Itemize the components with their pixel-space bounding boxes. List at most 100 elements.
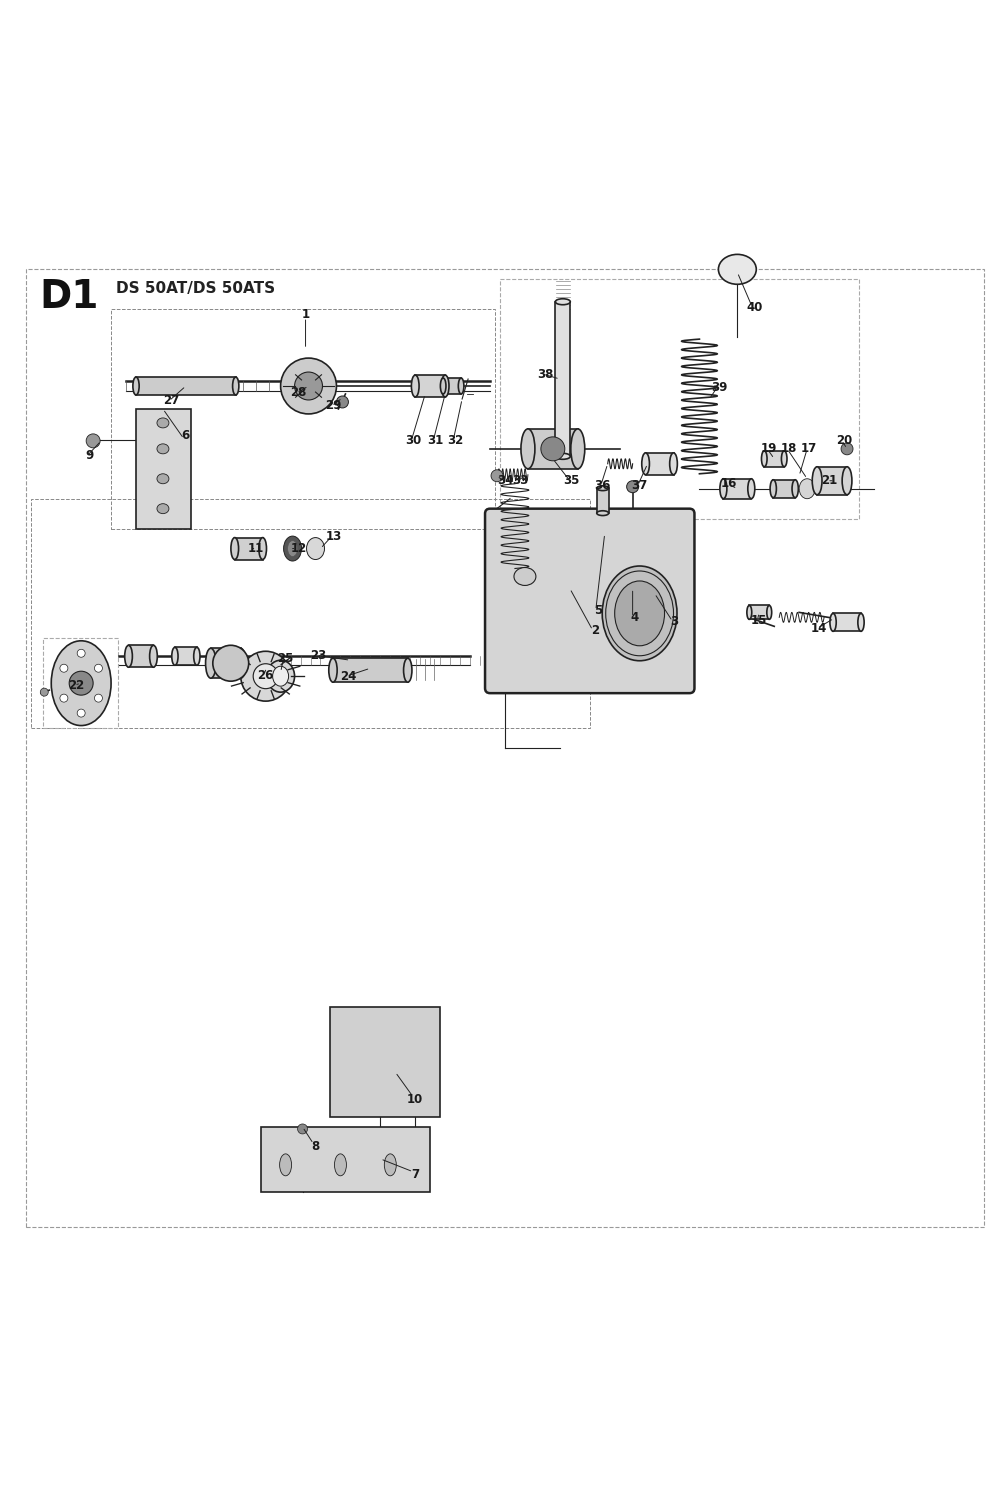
- Ellipse shape: [284, 536, 302, 561]
- Bar: [764, 450, 784, 467]
- Ellipse shape: [157, 504, 169, 513]
- Text: 13: 13: [325, 530, 342, 543]
- Circle shape: [627, 480, 639, 492]
- Ellipse shape: [206, 648, 216, 678]
- Text: 21: 21: [821, 474, 837, 488]
- Text: 3: 3: [670, 615, 679, 628]
- Bar: [175, 648, 197, 666]
- Ellipse shape: [858, 613, 864, 631]
- Text: 10: 10: [407, 1092, 423, 1106]
- Text: 7: 7: [411, 1168, 419, 1182]
- Text: 16: 16: [721, 477, 738, 491]
- Text: 32: 32: [447, 434, 463, 447]
- Ellipse shape: [384, 1153, 396, 1176]
- Circle shape: [77, 709, 85, 717]
- Text: 26: 26: [257, 669, 274, 682]
- Text: 8: 8: [311, 1140, 320, 1153]
- Ellipse shape: [267, 660, 295, 693]
- Bar: [129, 645, 153, 667]
- Ellipse shape: [307, 537, 324, 560]
- Ellipse shape: [273, 666, 289, 687]
- Bar: [817, 467, 847, 495]
- Ellipse shape: [329, 658, 337, 682]
- FancyBboxPatch shape: [261, 1126, 430, 1192]
- Ellipse shape: [767, 606, 772, 619]
- Ellipse shape: [812, 467, 822, 495]
- Ellipse shape: [334, 1153, 346, 1176]
- Text: 12: 12: [290, 542, 307, 555]
- Ellipse shape: [157, 417, 169, 428]
- Ellipse shape: [231, 537, 239, 560]
- Ellipse shape: [555, 453, 570, 459]
- Circle shape: [253, 664, 278, 688]
- Ellipse shape: [157, 474, 169, 483]
- Bar: [235, 537, 263, 560]
- Ellipse shape: [842, 467, 852, 495]
- Ellipse shape: [288, 540, 298, 557]
- Bar: [333, 658, 408, 682]
- Text: 2: 2: [591, 624, 599, 637]
- Circle shape: [541, 437, 565, 461]
- Text: 27: 27: [163, 395, 179, 407]
- Ellipse shape: [571, 429, 585, 468]
- Text: 17: 17: [801, 443, 817, 455]
- Text: 31: 31: [427, 434, 443, 447]
- Ellipse shape: [233, 377, 239, 395]
- Bar: [443, 378, 461, 393]
- Text: 6: 6: [182, 429, 190, 443]
- Text: 30: 30: [405, 434, 421, 447]
- Text: 33: 33: [512, 474, 528, 488]
- Ellipse shape: [602, 565, 677, 661]
- Ellipse shape: [157, 444, 169, 453]
- Ellipse shape: [748, 479, 755, 498]
- FancyBboxPatch shape: [330, 1007, 440, 1118]
- Ellipse shape: [615, 580, 665, 646]
- Ellipse shape: [521, 429, 535, 468]
- Circle shape: [281, 358, 336, 414]
- Text: 22: 22: [68, 679, 84, 691]
- Text: 1: 1: [301, 308, 310, 320]
- Text: 25: 25: [277, 652, 294, 664]
- Ellipse shape: [194, 648, 200, 666]
- Ellipse shape: [670, 453, 677, 474]
- Text: 37: 37: [631, 479, 648, 492]
- Ellipse shape: [125, 645, 132, 667]
- FancyBboxPatch shape: [485, 509, 694, 693]
- Text: 24: 24: [340, 670, 357, 682]
- Bar: [833, 613, 861, 631]
- Circle shape: [60, 694, 68, 702]
- Ellipse shape: [781, 450, 787, 467]
- Text: 19: 19: [761, 443, 777, 455]
- Ellipse shape: [235, 648, 246, 678]
- Ellipse shape: [761, 450, 767, 467]
- Circle shape: [40, 688, 48, 696]
- Ellipse shape: [642, 453, 649, 474]
- Ellipse shape: [747, 606, 752, 619]
- Ellipse shape: [150, 645, 157, 667]
- Bar: [646, 453, 674, 474]
- Circle shape: [60, 664, 68, 672]
- FancyBboxPatch shape: [136, 408, 191, 528]
- Circle shape: [491, 470, 503, 482]
- Bar: [773, 480, 795, 498]
- Bar: [723, 479, 751, 498]
- Ellipse shape: [830, 613, 836, 631]
- Circle shape: [213, 645, 249, 681]
- Bar: [528, 429, 578, 468]
- Text: DS 50AT/DS 50ATS: DS 50AT/DS 50ATS: [116, 281, 275, 296]
- Ellipse shape: [172, 648, 178, 666]
- Circle shape: [295, 373, 322, 399]
- Ellipse shape: [770, 480, 776, 498]
- Bar: [136, 377, 236, 395]
- Ellipse shape: [259, 537, 267, 560]
- Text: 23: 23: [310, 649, 327, 661]
- Text: D1: D1: [39, 278, 99, 316]
- Bar: [43, 639, 118, 729]
- Text: 20: 20: [836, 434, 852, 447]
- Ellipse shape: [799, 479, 815, 498]
- Ellipse shape: [597, 486, 609, 491]
- Bar: [597, 488, 609, 513]
- Circle shape: [77, 649, 85, 657]
- Text: 11: 11: [248, 542, 264, 555]
- Circle shape: [298, 1123, 308, 1134]
